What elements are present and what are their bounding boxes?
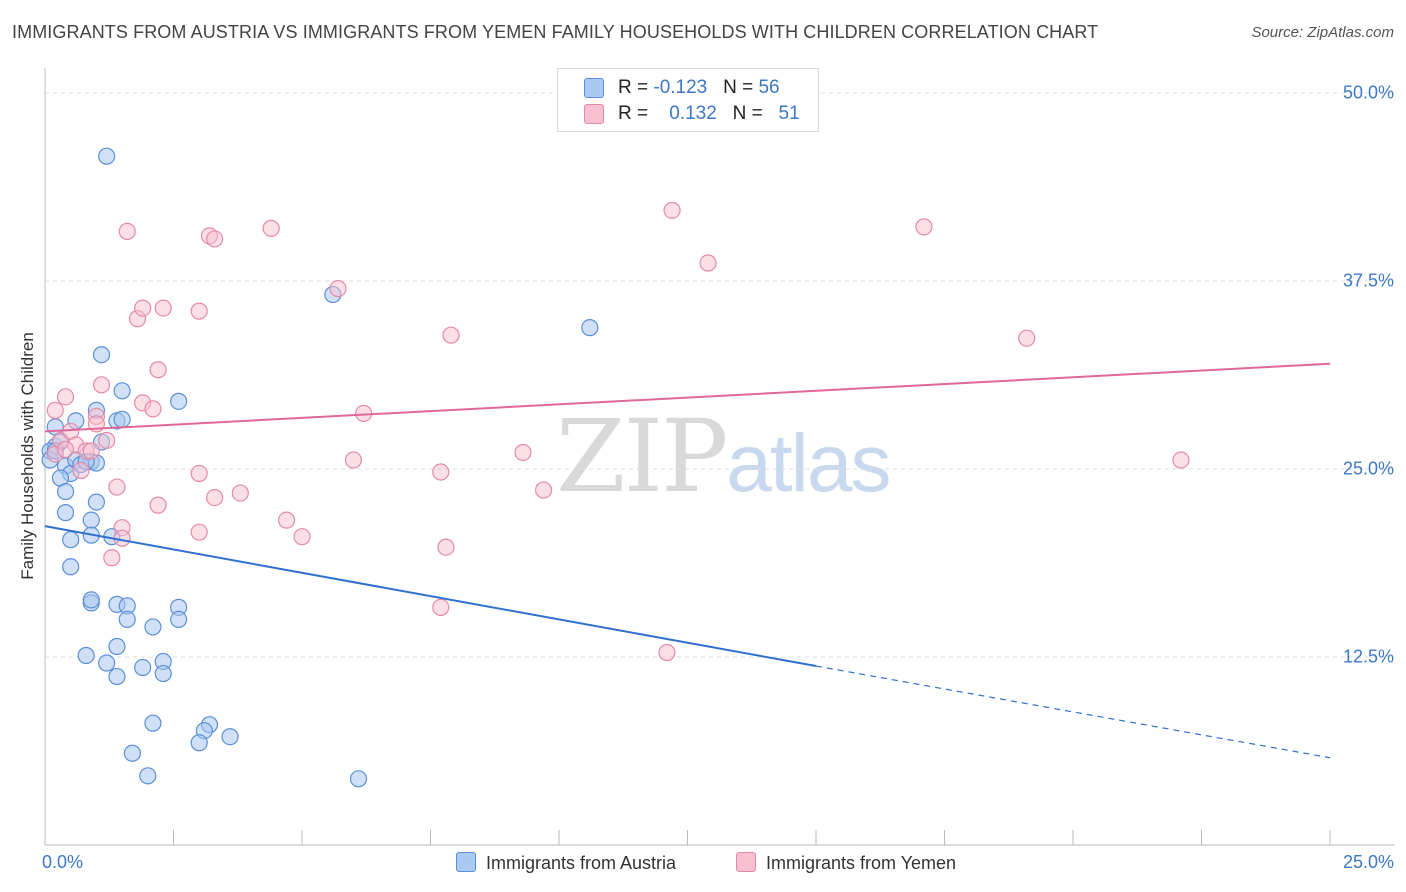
yemen-point [206, 230, 224, 248]
yemen-point [56, 388, 75, 406]
austria-point [190, 734, 208, 752]
legend-r-label: R = [618, 77, 654, 98]
yemen-point [98, 431, 116, 450]
bottom-legend-austria: Immigrants from Austria [456, 852, 676, 874]
austria-point [144, 618, 162, 636]
yemen-point [262, 219, 280, 237]
austria-point [108, 637, 126, 656]
yemen-point [46, 401, 64, 419]
yemen-point [277, 511, 296, 529]
legend-r-label: R = [618, 103, 654, 124]
bottom-legend-swatch-yemen [736, 852, 756, 872]
yemen-point [534, 481, 553, 499]
yemen-point [56, 440, 75, 459]
yemen-point [231, 484, 249, 502]
legend-r-value: -0.123 [653, 77, 708, 98]
austria-point [113, 382, 131, 400]
yemen-point [1018, 329, 1036, 347]
chart-title: IMMIGRANTS FROM AUSTRIA VS IMMIGRANTS FR… [12, 22, 1099, 42]
austria-point [62, 558, 80, 576]
yemen-point [437, 538, 455, 556]
y-tick-label: 50.0% [1342, 82, 1394, 103]
yemen-point [92, 376, 111, 394]
bottom-legend-label-yemen: Immigrants from Yemen [766, 853, 957, 873]
austria-point [82, 591, 100, 609]
austria-point [170, 392, 188, 410]
bottom-legend-label-austria: Immigrants from Austria [486, 853, 677, 873]
yemen-point [1172, 451, 1190, 469]
austria-point [113, 410, 131, 428]
yemen-point [658, 643, 676, 662]
austria-point [82, 511, 100, 529]
legend-r-value: 0.132 [669, 103, 717, 124]
austria-point [98, 147, 116, 165]
austria-point [581, 319, 599, 337]
legend-n-value: 51 [778, 103, 800, 124]
yemen-point [699, 254, 717, 272]
austria-point [62, 531, 80, 549]
yemen-trend-line [44, 362, 1331, 433]
yemen-point [432, 598, 450, 616]
yemen-point [154, 299, 172, 317]
y-tick-label: 12.5% [1342, 646, 1394, 667]
y-tick-label: 25.0% [1342, 458, 1394, 479]
austria-trend-line-extension [815, 665, 1331, 759]
yemen-point [293, 528, 311, 546]
austria-point [56, 504, 75, 522]
austria-point [77, 646, 95, 665]
bottom-legend-swatch-austria [456, 852, 476, 872]
yemen-point [134, 299, 152, 317]
correlation-legend: R = -0.123 N = 56 R = 0.132 N = 51 [557, 68, 819, 132]
legend-swatch-austria [584, 78, 604, 98]
austria-point [144, 714, 162, 732]
legend-n-label: N = [732, 103, 768, 124]
legend-swatch-yemen [584, 104, 604, 124]
yemen-point [915, 218, 933, 236]
austria-point [87, 493, 106, 511]
bottom-legend-yemen: Immigrants from Yemen [736, 852, 956, 874]
yemen-point [442, 326, 460, 344]
yemen-point [344, 451, 362, 469]
legend-text-austria: R = -0.123 N = 56 [618, 77, 780, 99]
yemen-point [108, 478, 126, 496]
legend-text-yemen: R = 0.132 N = 51 [618, 103, 800, 125]
austria-point [98, 654, 116, 672]
yemen-point [103, 549, 121, 567]
yemen-point [432, 463, 450, 481]
yemen-point [206, 488, 224, 507]
austria-point [221, 728, 239, 746]
yemen-point [514, 443, 532, 462]
yemen-point [190, 302, 208, 320]
yemen-point [329, 279, 347, 298]
legend-n-value: 56 [758, 77, 780, 98]
legend-n-label: N = [723, 77, 759, 98]
yemen-point [149, 361, 167, 379]
x-tick-label-min: 0.0% [42, 852, 84, 872]
austria-point [134, 658, 152, 677]
yemen-point [144, 400, 162, 418]
source-label: Source: ZipAtlas.com [1251, 24, 1394, 41]
austria-trend-line [44, 525, 817, 668]
yemen-point [663, 201, 681, 219]
austria-point [118, 610, 136, 629]
yemen-point [190, 464, 208, 483]
yemen-point [118, 222, 136, 240]
yemen-point [190, 523, 208, 541]
yemen-point [149, 496, 167, 514]
austria-point [154, 664, 172, 683]
austria-point [170, 610, 188, 629]
austria-point [123, 744, 141, 762]
austria-point [139, 767, 157, 785]
x-tick-label-max: 25.0% [1342, 852, 1394, 872]
y-tick-label: 37.5% [1342, 270, 1394, 291]
yemen-point [72, 461, 90, 480]
austria-point [56, 482, 75, 501]
austria-point [349, 770, 368, 788]
yemen-point [82, 442, 100, 460]
austria-point [108, 667, 126, 686]
austria-point [92, 346, 111, 364]
